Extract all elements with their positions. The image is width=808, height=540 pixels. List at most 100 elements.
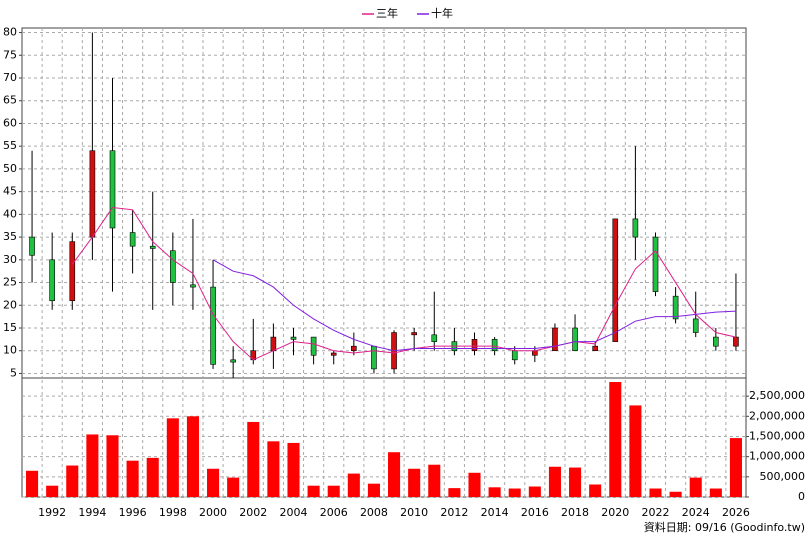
x-tick-label: 2000 <box>199 506 227 519</box>
y-tick-label: 10 <box>3 344 17 357</box>
volume-bar <box>86 434 99 497</box>
volume-bar <box>367 483 380 497</box>
candle-body <box>532 350 538 356</box>
candle-body <box>692 318 699 333</box>
ma-line <box>71 207 737 361</box>
volume-bar <box>709 488 722 497</box>
volume-bar <box>689 477 702 497</box>
ma-line <box>212 259 736 352</box>
volume-tick-label: 2,500,000 <box>749 389 805 402</box>
volume-bar <box>46 485 59 497</box>
y-tick-label: 5 <box>10 366 17 379</box>
x-tick-label: 2010 <box>400 506 428 519</box>
y-tick-label: 20 <box>3 298 17 311</box>
volume-bar <box>669 491 682 497</box>
candle-body <box>592 345 598 352</box>
volume-bar <box>448 488 461 497</box>
volume-bar <box>408 468 421 497</box>
x-tick-label: 2002 <box>239 506 267 519</box>
candle-body <box>351 345 357 352</box>
x-tick-label: 1994 <box>78 506 106 519</box>
candle-body <box>431 334 438 342</box>
y-tick-label: 30 <box>3 253 17 266</box>
volume-tick-label: 1,000,000 <box>749 450 805 463</box>
candle-body <box>190 284 196 288</box>
candle-body <box>371 345 377 370</box>
candle-body <box>471 339 478 352</box>
x-tick-label: 2004 <box>280 506 308 519</box>
y-tick-label: 25 <box>3 276 17 289</box>
candle-body <box>149 245 156 249</box>
volume-bar <box>26 470 39 497</box>
candle-body <box>511 350 518 361</box>
volume-bar <box>428 464 441 497</box>
volume-tick-label: 1,500,000 <box>749 429 805 442</box>
y-tick-label: 70 <box>3 71 17 84</box>
volume-bar <box>347 473 360 497</box>
y-tick-label: 50 <box>3 162 17 175</box>
volume-bar <box>548 466 561 497</box>
x-tick-label: 1998 <box>159 506 187 519</box>
y-tick-label: 55 <box>3 139 17 152</box>
x-tick-label: 2006 <box>320 506 348 519</box>
y-tick-label: 75 <box>3 48 17 61</box>
volume-bar <box>307 485 320 497</box>
candle-body <box>270 336 277 352</box>
volume-bar <box>126 460 139 497</box>
volume-bar <box>609 382 622 497</box>
x-tick-label: 1996 <box>119 506 147 519</box>
candle-body <box>330 352 337 356</box>
candle-body <box>733 336 739 347</box>
candle-body <box>230 359 236 363</box>
volume-bar <box>629 405 642 497</box>
x-tick-label: 2024 <box>682 506 710 519</box>
volume-bar <box>508 488 521 497</box>
volume-bar <box>287 442 300 497</box>
x-tick-label: 2026 <box>722 506 750 519</box>
candle-body <box>552 327 558 352</box>
candle-body <box>69 241 76 302</box>
x-tick-label: 2016 <box>521 506 549 519</box>
volume-tick-label: 2,000,000 <box>749 409 805 422</box>
candle-body <box>713 336 719 347</box>
footnote: 資料日期: 09/16 (Goodinfo.tw) <box>644 520 805 534</box>
candle-body <box>109 150 116 229</box>
volume-tick-label: 500,000 <box>760 470 806 483</box>
y-tick-label: 80 <box>3 26 17 39</box>
candle-body <box>170 250 176 283</box>
volume-bar <box>166 418 179 497</box>
volume-bar <box>488 487 501 497</box>
volume-bar <box>327 485 340 497</box>
volume-bar <box>589 484 602 497</box>
candle-body <box>49 259 55 302</box>
y-tick-label: 35 <box>3 230 17 243</box>
volume-bar <box>569 467 582 497</box>
volume-bar <box>247 421 260 497</box>
x-tick-label: 2014 <box>481 506 509 519</box>
legend-label: 十年 <box>431 6 453 20</box>
candle-body <box>612 218 619 342</box>
volume-bar <box>106 435 119 497</box>
volume-bar <box>729 438 742 497</box>
x-tick-label: 1992 <box>38 506 66 519</box>
y-tick-label: 15 <box>3 321 17 334</box>
candle-body <box>89 150 96 238</box>
candle-body <box>652 236 659 292</box>
y-tick-label: 65 <box>3 94 17 107</box>
x-tick-label: 2020 <box>601 506 629 519</box>
candle-body <box>632 218 639 238</box>
volume-bar <box>267 441 280 497</box>
volume-bar <box>66 465 79 497</box>
volume-bar <box>227 477 240 497</box>
volume-bar <box>649 488 662 497</box>
volume-tick-label: 0 <box>798 490 805 503</box>
x-tick-label: 2008 <box>360 506 388 519</box>
candle-body <box>210 286 216 365</box>
candle-body <box>290 336 297 340</box>
x-tick-label: 2018 <box>561 506 589 519</box>
volume-bar <box>186 416 199 497</box>
volume-bar <box>146 457 159 497</box>
y-tick-label: 45 <box>3 185 17 198</box>
volume-bar <box>207 468 220 497</box>
